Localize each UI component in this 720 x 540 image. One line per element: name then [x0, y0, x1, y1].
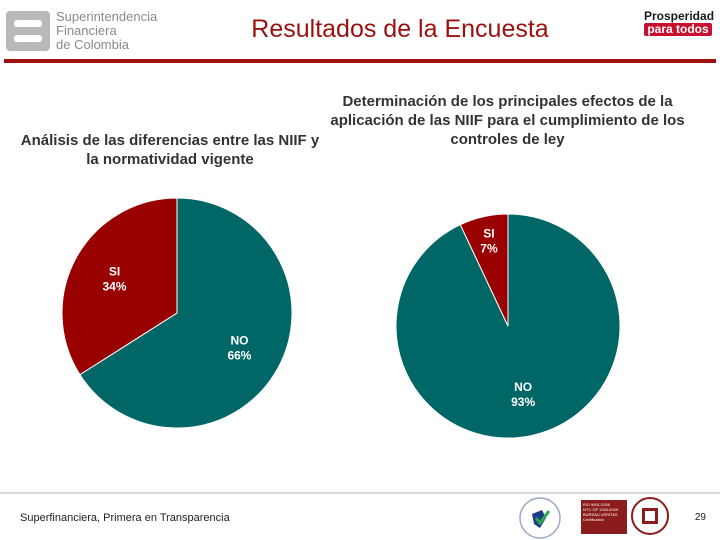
superfinanciera-logo-icon [6, 11, 50, 51]
chart-1-title: Análisis de las diferencias entre las NI… [20, 132, 320, 168]
pie-1-label-si: SI [109, 265, 120, 279]
pie-1-value-si: 34% [103, 280, 127, 294]
cert-line-3: BUREAU VERITAS [583, 512, 618, 517]
pie-1-label-no: NO [230, 333, 248, 347]
pie-2-slice-si [459, 213, 509, 327]
footer-tagline: Superfinanciera, Primera en Transparenci… [20, 512, 230, 524]
pie-1-slice-no [79, 197, 293, 429]
logo-line-1: Superintendencia [56, 9, 158, 24]
pie-2-value-si: 7% [480, 242, 498, 256]
pie-2-label-si: SI [483, 227, 494, 241]
superfinanciera-logo: Superintendencia Financiera de Colombia [6, 8, 176, 54]
pie-1-value-no: 66% [227, 348, 251, 362]
prosperidad-logo-line-2: para todos [644, 23, 712, 36]
pie-1-slice-si [61, 197, 178, 376]
iso-certification-badge: ISO 9001:2008 NTC GP 1000:2009 BUREAU VE… [581, 500, 627, 534]
logo-line-3: de Colombia [56, 37, 129, 52]
cert-line-1: ISO 9001:2008 [583, 502, 610, 507]
prosperidad-logo: Prosperidad para todos [644, 9, 715, 36]
superfinanciera-logo-text: Superintendencia Financiera de Colombia [56, 10, 157, 52]
footer-divider [0, 492, 720, 494]
bureau-veritas-seal-icon [631, 497, 669, 535]
chart-2-title: Determinación de los principales efectos… [330, 93, 685, 148]
prosperidad-logo-line-1: Prosperidad [644, 9, 715, 23]
header-divider [4, 59, 716, 63]
page-number: 29 [694, 512, 706, 523]
pie-2-value-no: 93% [511, 395, 535, 409]
page-title: Resultados de la Encuesta [251, 15, 549, 43]
logo-line-2: Financiera [56, 23, 117, 38]
cert-line-2: NTC GP 1000:2009 [583, 507, 619, 512]
pie-2-label-no: NO [514, 380, 532, 394]
cert-line-4: Certification [583, 517, 605, 522]
colombia-seal-icon [519, 497, 561, 539]
